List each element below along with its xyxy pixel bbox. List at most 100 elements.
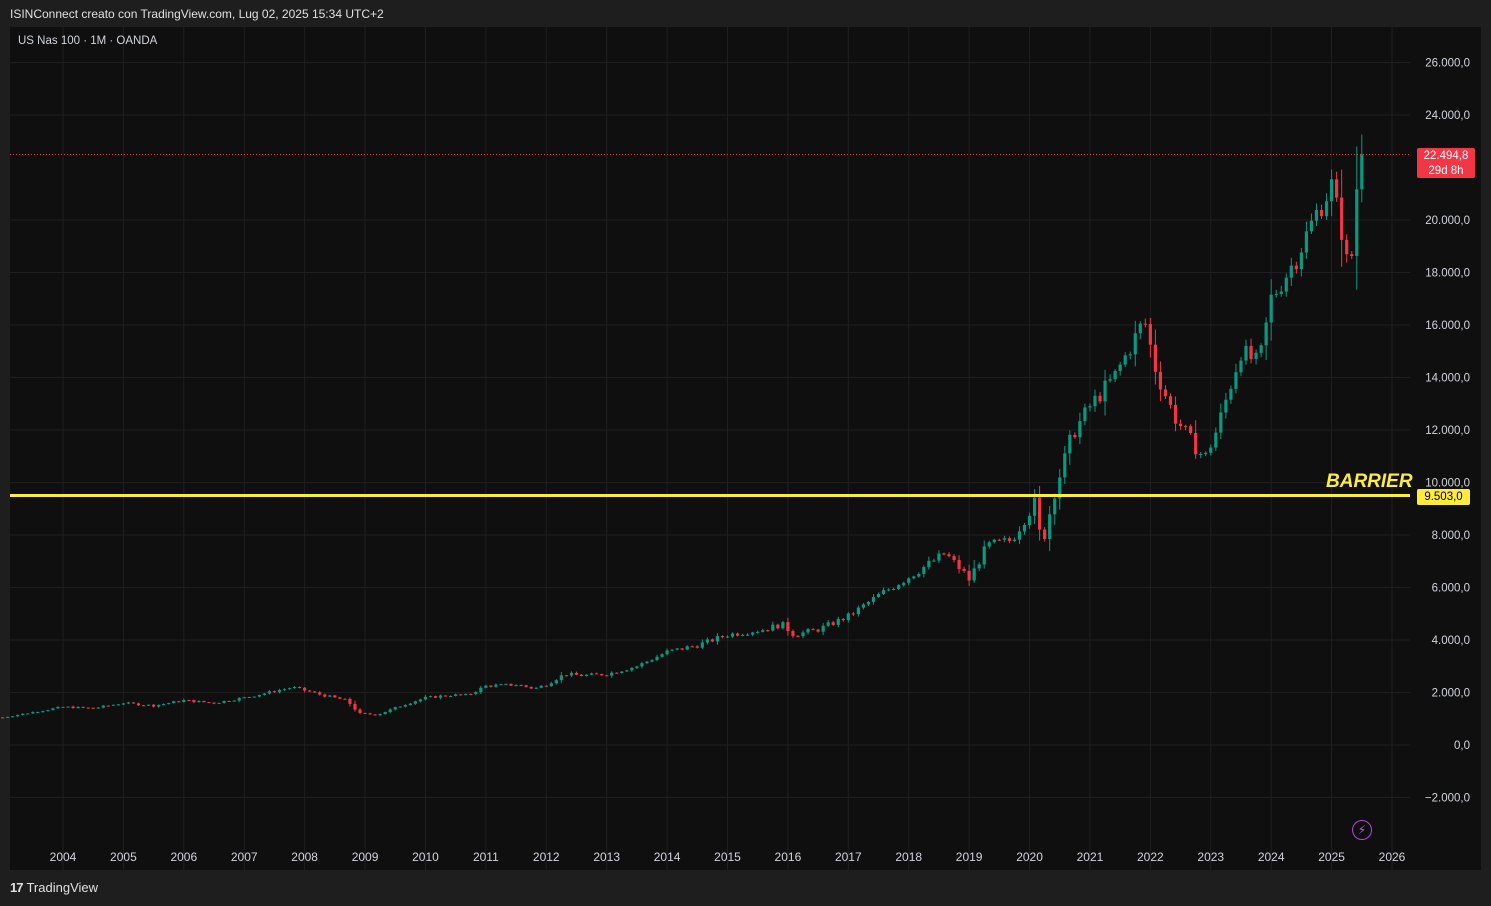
candle-body	[690, 646, 694, 648]
candle-body	[418, 699, 423, 702]
time-axis-label: 2009	[352, 850, 379, 864]
candle-body	[1012, 539, 1017, 541]
candle-body	[474, 692, 478, 695]
candle-body	[393, 707, 397, 710]
candle-body	[1219, 412, 1223, 433]
time-axis-label: 2020	[1016, 850, 1043, 864]
candle-body	[756, 631, 760, 633]
candle-body	[801, 632, 805, 637]
candle-body	[499, 684, 503, 686]
candle-body	[1355, 189, 1359, 257]
chart-caption: ISINConnect creato con TradingView.com, …	[10, 7, 384, 21]
time-axis-label: 2023	[1197, 850, 1224, 864]
candle-body	[811, 629, 815, 631]
candle-body	[816, 629, 820, 632]
candle-body	[1138, 323, 1142, 334]
candle-body	[494, 684, 498, 687]
candle-body	[1022, 525, 1027, 532]
candle-body	[338, 697, 342, 699]
candle-body	[519, 685, 523, 687]
time-axis-label: 2013	[593, 850, 620, 864]
candle-body	[1143, 323, 1147, 325]
candle-body	[323, 694, 327, 697]
time-axis-label: 2015	[714, 850, 741, 864]
candle-body	[897, 585, 901, 589]
candle-body	[660, 654, 664, 657]
candle-body	[564, 675, 569, 677]
candle-body	[529, 686, 533, 689]
candle-body	[1194, 432, 1198, 455]
candle-body	[886, 589, 891, 591]
candle-body	[1324, 201, 1329, 217]
candle-body	[695, 646, 699, 648]
candle-body	[710, 639, 714, 642]
candle-body	[881, 590, 886, 594]
candle-body	[146, 704, 151, 706]
candle-body	[172, 701, 176, 704]
candle-body	[242, 697, 246, 699]
candle-body	[51, 708, 55, 711]
symbol-label[interactable]: US Nas 100 · 1M · OANDA	[18, 35, 158, 47]
candle-body	[1133, 333, 1137, 355]
candle-body	[771, 624, 775, 631]
lightning-bolt-icon[interactable]: ⚡	[1352, 820, 1372, 840]
candle-body	[177, 701, 181, 703]
candle-body	[16, 714, 20, 717]
candle-body	[26, 713, 30, 715]
candle-body	[313, 691, 317, 693]
candle-body	[997, 539, 1001, 541]
candle-body	[479, 687, 483, 693]
price-axis-label: 14.000,0	[1425, 373, 1470, 385]
candle-body	[715, 636, 720, 642]
candle-body	[1329, 179, 1334, 202]
time-axis-label: 2024	[1258, 850, 1285, 864]
price-axis-label: 10.000,0	[1425, 478, 1470, 490]
candle-body	[1148, 324, 1152, 345]
candle-body	[705, 639, 709, 643]
candle-body	[514, 685, 518, 687]
candle-body	[675, 648, 679, 650]
candle-body	[605, 675, 609, 677]
candle-body	[635, 666, 639, 668]
candle-body	[927, 560, 931, 568]
candle-body	[101, 705, 105, 708]
candle-body	[1088, 406, 1092, 408]
tradingview-logo-icon: 17	[10, 880, 24, 895]
chart-panel[interactable]	[10, 27, 1481, 870]
price-axis-label: 24.000,0	[1425, 110, 1470, 122]
candle-body	[680, 648, 684, 650]
candle-body	[136, 703, 141, 706]
candle-body	[388, 709, 392, 713]
tradingview-brand[interactable]: 17 TradingView	[10, 880, 98, 895]
candle-body	[987, 542, 991, 547]
candle-body	[1027, 515, 1032, 526]
candle-body	[1340, 197, 1344, 240]
candle-body	[947, 554, 951, 557]
price-axis-label: 12.000,0	[1425, 425, 1470, 437]
barrier-price-tag: 9.503,0	[1417, 489, 1470, 505]
price-axis-label: 18.000,0	[1425, 268, 1470, 280]
candle-body	[1274, 293, 1278, 295]
candle-body	[796, 635, 800, 637]
candle-body	[333, 695, 337, 698]
time-axis-label: 2005	[110, 850, 137, 864]
candle-body	[1098, 395, 1102, 402]
candle-body	[76, 706, 80, 709]
candle-body	[574, 672, 579, 675]
time-axis-label: 2016	[775, 850, 802, 864]
candle-body	[328, 695, 332, 697]
bar-countdown: 29d 8h	[1428, 165, 1464, 177]
candle-body	[1279, 291, 1283, 294]
candle-body	[308, 690, 312, 692]
candle-body	[967, 570, 971, 581]
candle-body	[247, 696, 251, 698]
candle-body	[157, 704, 161, 707]
candle-body	[6, 716, 10, 718]
candle-body	[1083, 407, 1087, 422]
candle-body	[489, 685, 493, 687]
candles	[0, 134, 1364, 719]
time-axis-label: 2008	[291, 850, 318, 864]
time-axis-label: 2012	[533, 850, 560, 864]
candle-body	[1214, 432, 1218, 448]
